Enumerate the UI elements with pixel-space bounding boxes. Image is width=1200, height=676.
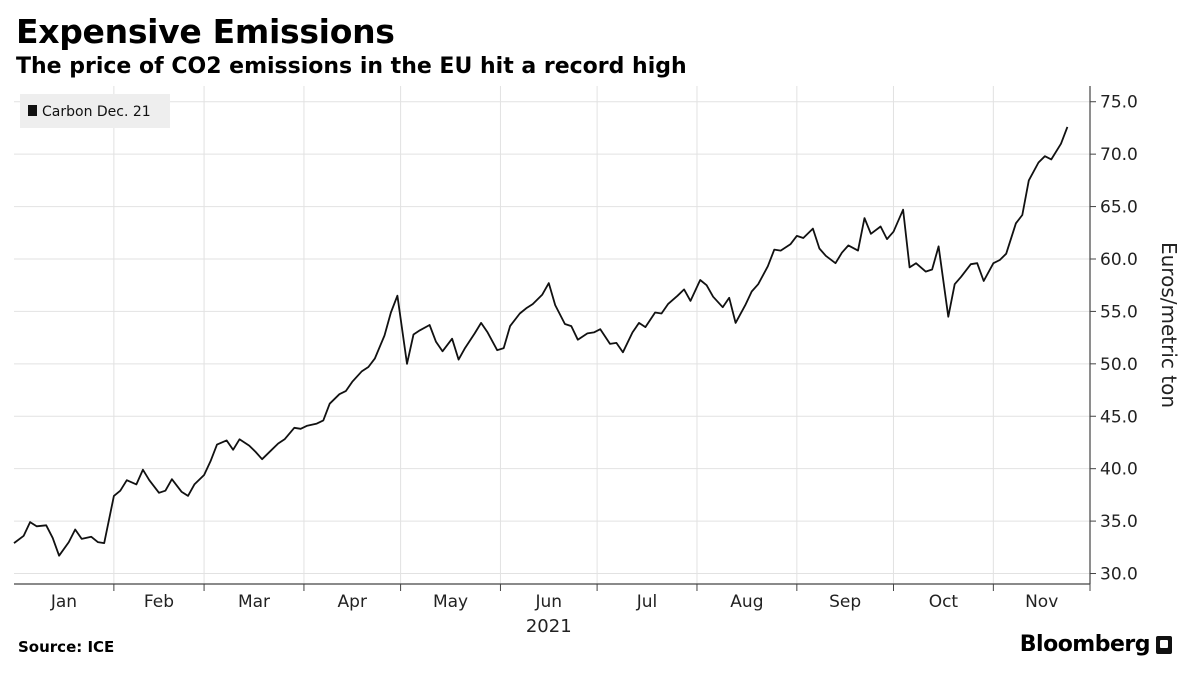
vertical-gridlines	[113, 86, 1091, 584]
x-tick-label: Jul	[636, 592, 658, 612]
y-tick-label: 35.0	[1100, 512, 1138, 532]
y-tick-label: 50.0	[1100, 355, 1138, 375]
x-tick-label: Apr	[338, 592, 367, 612]
x-tick-label: Feb	[144, 592, 174, 612]
source-note: Source: ICE	[18, 638, 115, 656]
x-tick-label: Nov	[1025, 592, 1058, 612]
chart-title: Expensive Emissions	[16, 12, 395, 51]
y-tick-label: 65.0	[1100, 198, 1138, 218]
x-tick-labels: Jan Feb Mar Apr May Jun Jul Aug Sep Oct Nov	[50, 584, 1091, 612]
bloomberg-logo-icon	[1156, 635, 1172, 654]
y-tick-label: 60.0	[1100, 250, 1138, 270]
horizontal-gridlines	[14, 101, 1090, 575]
y-tick-labels: 30.0 35.0 40.0 45.0 50.0 55.0 60.0 65.0 70.0 75.0	[1090, 93, 1138, 585]
x-tick-label: Jun	[534, 592, 562, 612]
legend: Carbon Dec. 21	[20, 94, 170, 128]
x-tick-label: Oct	[929, 592, 959, 612]
y-tick-label: 30.0	[1100, 565, 1138, 585]
x-tick-label: Sep	[829, 592, 861, 612]
y-tick-label: 45.0	[1100, 407, 1138, 427]
x-tick-label: May	[433, 592, 468, 612]
chart-subtitle: The price of CO2 emissions in the EU hit…	[16, 54, 687, 79]
legend-label: Carbon Dec. 21	[42, 104, 151, 120]
legend-swatch	[28, 105, 37, 116]
x-tick-label: Jan	[50, 592, 77, 612]
y-tick-label: 55.0	[1100, 302, 1138, 322]
y-tick-label: 75.0	[1100, 93, 1138, 113]
legend-background	[20, 94, 170, 128]
x-tick-label: Aug	[730, 592, 763, 612]
y-tick-label: 70.0	[1100, 145, 1138, 165]
series-layer	[13, 126, 1069, 557]
y-tick-label: 40.0	[1100, 460, 1138, 480]
series-line	[13, 126, 1069, 557]
x-axis-year-label: 2021	[526, 616, 572, 637]
y-axis-title: Euros/metric ton	[1157, 242, 1181, 408]
brand-name: Bloomberg	[1019, 632, 1151, 657]
x-tick-label: Mar	[238, 592, 270, 612]
brand: Bloomberg	[1020, 632, 1172, 657]
